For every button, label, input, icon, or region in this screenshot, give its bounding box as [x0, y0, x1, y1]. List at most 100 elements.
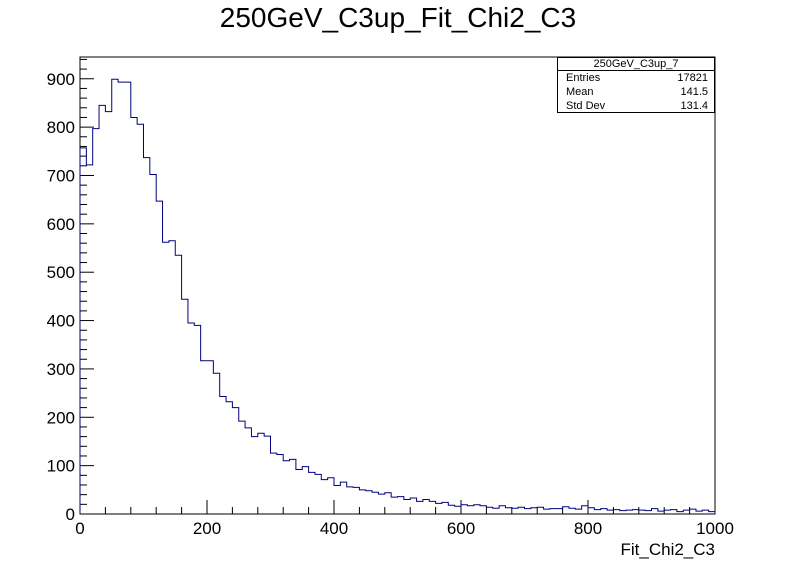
histogram-bin	[347, 487, 353, 514]
histogram-bin	[372, 492, 378, 514]
histogram-bin	[283, 461, 289, 514]
histogram-bin	[213, 373, 219, 514]
histogram-bin	[417, 501, 423, 514]
histogram-bin	[671, 510, 677, 514]
histogram-bin	[563, 507, 569, 514]
histogram-bin	[455, 506, 461, 514]
histogram-bin	[410, 498, 416, 514]
axis-tick-labels: 0 200 400 600 800 1000 0 100 200 300 400 500 600 700 8…	[47, 70, 734, 538]
histogram-bin	[639, 510, 645, 514]
histogram-bin	[321, 480, 327, 514]
y-tick-label: 100	[47, 457, 75, 476]
histogram-bin	[80, 148, 86, 514]
histogram-bin	[645, 511, 651, 514]
histogram-bin	[353, 487, 359, 514]
histogram-bin	[537, 507, 543, 514]
histogram-bin	[493, 508, 499, 514]
histogram-bin	[486, 507, 492, 514]
stats-label: Mean	[566, 86, 594, 98]
stats-row-std-dev: Std Dev 131.4	[558, 99, 714, 113]
x-tick-label: 400	[320, 519, 348, 538]
histogram-bin	[556, 509, 562, 514]
stats-value: 131.4	[680, 100, 708, 112]
histogram-bin	[531, 508, 537, 514]
histogram-bin	[582, 506, 588, 514]
histogram-bin	[594, 510, 600, 514]
stats-row-entries: Entries 17821	[558, 71, 714, 85]
x-tick-label: 600	[447, 519, 475, 538]
histogram-bin	[620, 511, 626, 514]
histogram-bin	[474, 505, 480, 514]
histogram-bin	[302, 467, 308, 514]
histogram-bin	[144, 158, 150, 514]
histogram-bin	[99, 105, 105, 514]
histogram-bin	[188, 323, 194, 514]
histogram-bin	[448, 505, 454, 514]
histogram-bin	[359, 490, 365, 514]
histogram-bin	[232, 408, 238, 514]
histogram-bin	[86, 165, 92, 514]
histogram-bin	[175, 255, 181, 514]
chart-title: 250GeV_C3up_Fit_Chi2_C3	[219, 2, 577, 33]
histogram-bin	[277, 455, 283, 514]
histogram-bin	[251, 437, 257, 514]
x-axis-title: Fit_Chi2_C3	[621, 540, 716, 559]
histogram-bin	[163, 242, 169, 514]
histogram-outline	[79, 78, 716, 514]
stats-value: 141.5	[680, 86, 708, 98]
histogram-bin	[512, 508, 518, 514]
histogram-bin	[194, 325, 200, 514]
y-tick-label: 700	[47, 166, 75, 185]
x-tick-label: 0	[75, 519, 84, 538]
x-tick-label: 1000	[696, 519, 734, 538]
histogram-bin	[328, 478, 334, 514]
histogram-bin	[423, 499, 429, 514]
histogram-bin	[239, 421, 245, 514]
histogram-bin	[258, 433, 264, 514]
histogram-bin	[156, 201, 162, 514]
histogram-bin	[264, 436, 270, 514]
axis-ticks	[79, 58, 716, 515]
histogram-bin	[499, 506, 505, 514]
histogram-bin	[309, 472, 315, 514]
histogram-bin	[118, 82, 124, 514]
stats-label: Entries	[566, 72, 601, 84]
histogram-bin	[442, 502, 448, 514]
histogram-bin	[601, 509, 607, 514]
histogram-bin	[124, 82, 130, 514]
y-tick-label: 800	[47, 118, 75, 137]
histogram-bin	[613, 510, 619, 514]
histogram-bin	[385, 493, 391, 514]
histogram-bin	[525, 509, 531, 514]
histogram-bin	[683, 510, 689, 514]
stats-row-mean: Mean 141.5	[558, 85, 714, 99]
histogram-bin	[207, 361, 213, 514]
y-tick-label: 200	[47, 408, 75, 427]
histogram-bin	[150, 175, 156, 514]
histogram-bin	[112, 79, 118, 514]
histogram-bin	[220, 396, 226, 514]
histogram-bins	[80, 79, 715, 514]
histogram-bin	[690, 509, 696, 514]
histogram-bin	[429, 501, 435, 514]
histogram-bin	[398, 497, 404, 514]
stats-box-title: 250GeV_C3up_7	[558, 58, 714, 71]
y-tick-label: 600	[47, 215, 75, 234]
x-tick-label: 800	[574, 519, 602, 538]
histogram-bin	[632, 510, 638, 514]
y-tick-label: 400	[47, 312, 75, 331]
histogram-bin	[378, 494, 384, 514]
histogram-bin	[340, 482, 346, 514]
histogram-bin	[105, 112, 111, 514]
histogram-bin	[366, 491, 372, 514]
y-tick-label: 900	[47, 70, 75, 89]
histogram-bin	[518, 507, 524, 514]
histogram-bin	[550, 509, 556, 514]
histogram-bin	[575, 509, 581, 514]
histogram-bin	[588, 508, 594, 514]
histogram-bin	[702, 510, 708, 514]
histogram-bin	[296, 470, 302, 514]
histogram-bin	[93, 129, 99, 514]
histogram-bin	[461, 505, 467, 514]
